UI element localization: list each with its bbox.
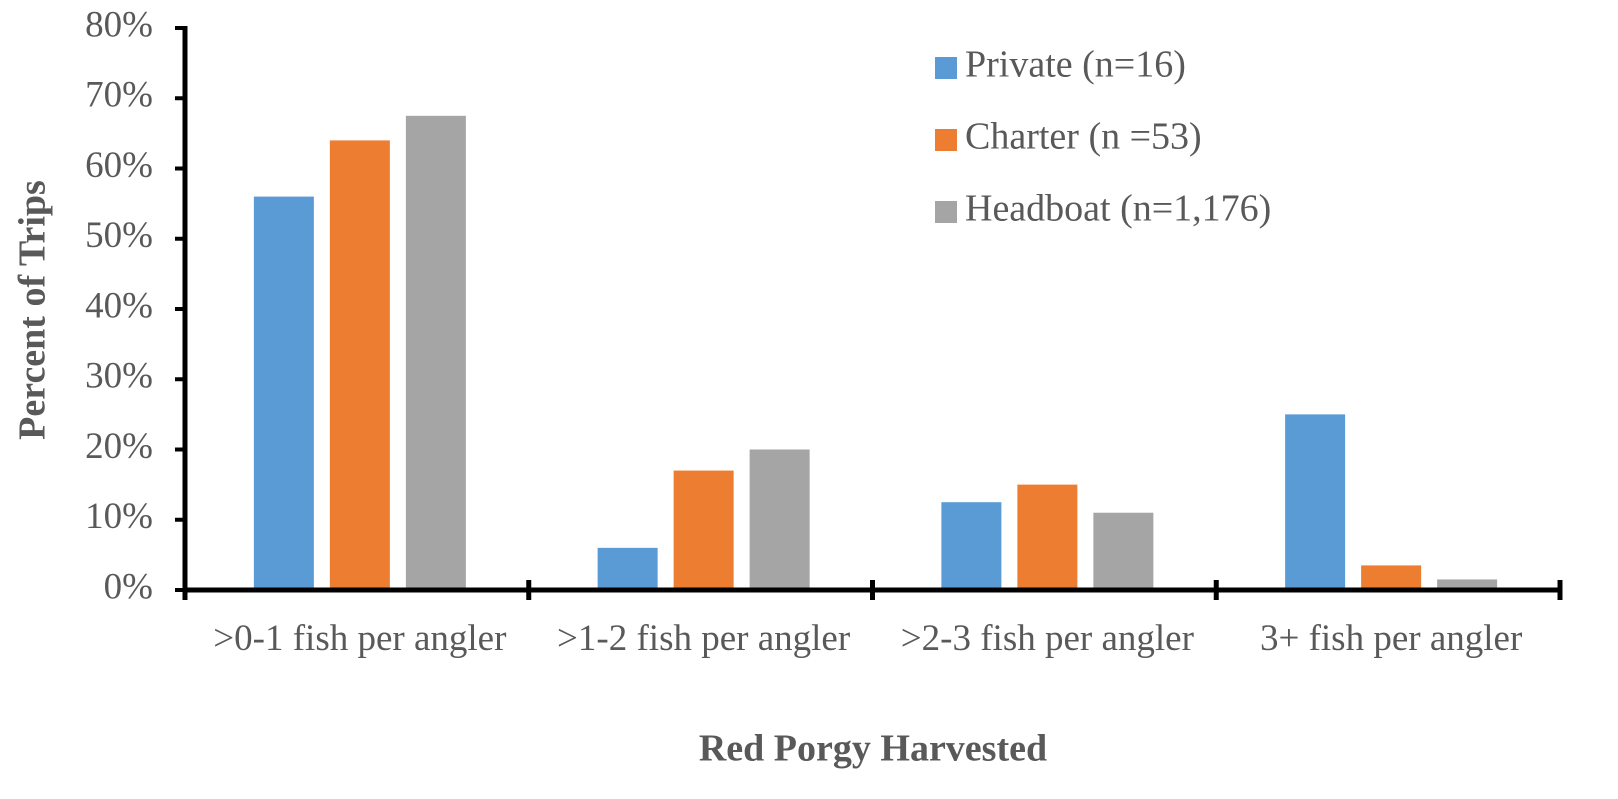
bar xyxy=(405,115,466,590)
x-tick-label: >2-3 fish per angler xyxy=(900,618,1194,659)
legend-swatch xyxy=(935,201,957,223)
x-tick-label: 3+ fish per angler xyxy=(1259,618,1523,659)
legend-swatch xyxy=(935,129,957,151)
bar xyxy=(329,140,390,590)
y-tick-label: 80% xyxy=(85,4,153,45)
bar xyxy=(941,502,1002,590)
y-axis-title: Percent of Trips xyxy=(12,180,54,440)
bar xyxy=(597,547,658,590)
bar xyxy=(1361,565,1422,590)
y-tick-label: 0% xyxy=(104,566,153,607)
y-tick-label: 40% xyxy=(85,285,153,326)
legend-label: Charter (n =53) xyxy=(965,116,1202,158)
x-axis-title: Red Porgy Harvested xyxy=(699,728,1047,770)
y-tick-label: 20% xyxy=(85,426,153,467)
legend-label: Headboat (n=1,176) xyxy=(965,188,1271,230)
bar xyxy=(1093,512,1154,590)
bar xyxy=(253,196,314,590)
y-tick-label: 10% xyxy=(85,496,153,537)
x-tick-label: >1-2 fish per angler xyxy=(557,618,851,659)
bar xyxy=(1285,414,1346,590)
y-tick-label: 60% xyxy=(85,145,153,186)
bar xyxy=(673,470,734,590)
y-tick-label: 50% xyxy=(85,215,153,256)
legend-label: Private (n=16) xyxy=(965,44,1186,86)
bar xyxy=(749,449,810,590)
bar xyxy=(1017,484,1078,590)
y-tick-label: 30% xyxy=(85,356,153,397)
legend-swatch xyxy=(935,57,957,79)
x-tick-label: >0-1 fish per angler xyxy=(213,618,507,659)
bar xyxy=(1437,579,1498,590)
y-tick-label: 70% xyxy=(85,75,153,116)
